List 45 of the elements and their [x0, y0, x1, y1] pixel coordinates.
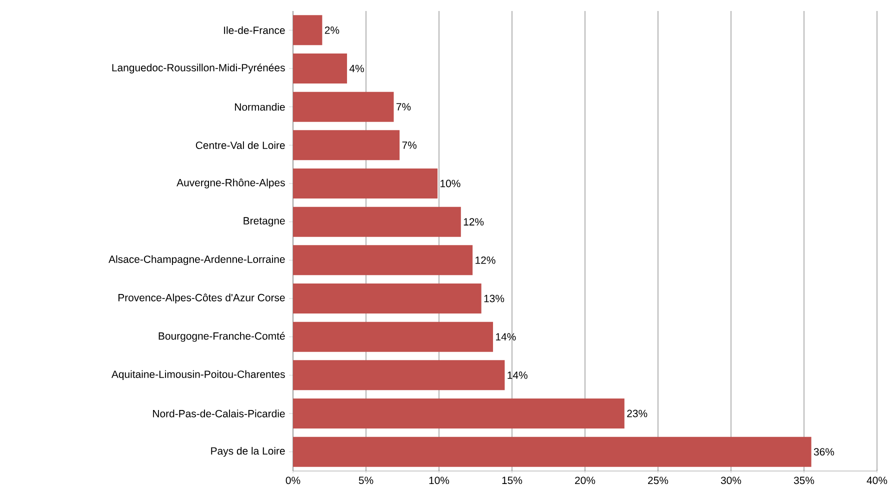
- x-tick-label: 30%: [720, 476, 742, 484]
- bar: [293, 54, 348, 84]
- data-label: 10%: [440, 180, 460, 188]
- y-tick-label: Aquitaine-Limousin-Poitou-Charentes: [111, 370, 285, 380]
- bar: [293, 360, 505, 390]
- data-label: 4%: [349, 64, 364, 72]
- y-tick-label: Bourgogne-Franche-Comté: [158, 332, 285, 342]
- y-tick-label: Ile-de-France: [224, 26, 285, 34]
- x-tick-label: 35%: [794, 476, 814, 484]
- bar: [293, 436, 812, 467]
- data-label: 2%: [324, 26, 340, 34]
- bar: [293, 322, 494, 352]
- data-label: 7%: [396, 103, 411, 110]
- y-tick-label: Normandie: [235, 102, 285, 111]
- x-tick-label: 20%: [575, 476, 596, 484]
- y-tick-label: Provence-Alpes-Côtes d'Azur Corse: [118, 294, 285, 304]
- y-tick-label: Auvergne-Rhône-Alpes: [176, 178, 285, 188]
- bar: [293, 206, 461, 237]
- bar: [293, 15, 322, 46]
- x-tick-label: 25%: [648, 476, 668, 484]
- y-tick-label: Nord-Pas-de-Calais-Picardie: [153, 410, 285, 418]
- data-label: 23%: [627, 410, 648, 418]
- bar: [293, 245, 473, 276]
- data-label: 14%: [508, 372, 528, 379]
- bar: [293, 130, 400, 160]
- bar: [293, 92, 394, 122]
- y-tick-label: Alsace-Champagne-Ardenne-Lorraine: [108, 255, 285, 266]
- y-tick-label: Languedoc-Roussillon-Midi-Pyrénées: [112, 64, 285, 74]
- data-label: 12%: [476, 256, 496, 264]
- data-label: 13%: [484, 294, 504, 302]
- y-tick-label: Pays de la Loire: [211, 446, 285, 457]
- x-tick-label: 15%: [502, 476, 522, 484]
- y-tick-label: Centre-Val de Loire: [196, 141, 285, 150]
- data-label: 36%: [814, 448, 834, 456]
- bar: [293, 398, 624, 429]
- bar: [293, 284, 482, 314]
- x-tick-label: 40%: [866, 476, 888, 484]
- bar: [293, 168, 438, 199]
- data-label: 12%: [464, 218, 484, 226]
- x-tick-label: 0%: [286, 476, 300, 484]
- data-label: 7%: [402, 142, 417, 149]
- x-tick-label: 5%: [358, 476, 374, 484]
- data-label: 14%: [496, 333, 516, 340]
- x-tick-label: 10%: [429, 476, 450, 484]
- y-tick-label: Bretagne: [244, 217, 285, 227]
